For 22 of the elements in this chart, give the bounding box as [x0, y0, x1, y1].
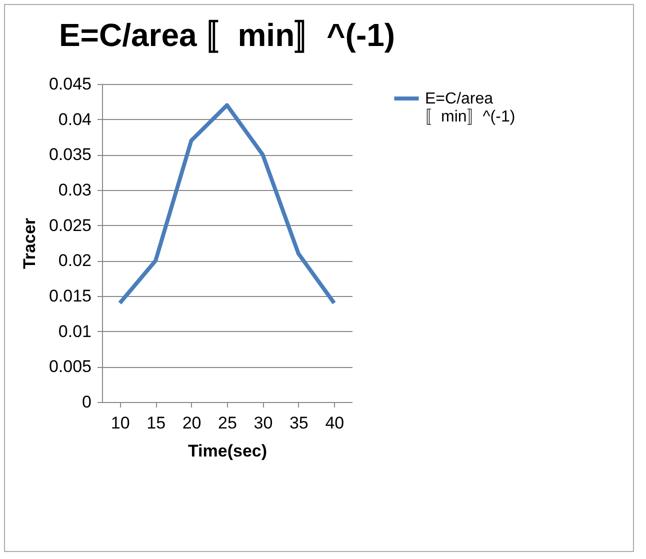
- x-tick-label: 25: [218, 414, 237, 432]
- chart-title: E=C/area 〚min〛^(-1): [58, 17, 396, 53]
- y-tick-label: 0.025: [48, 216, 92, 235]
- y-tick-label: 0.04: [58, 110, 92, 129]
- y-tick-label: 0.035: [48, 145, 92, 164]
- y-tick-label: 0.015: [48, 286, 92, 306]
- x-tick-label: 15: [146, 414, 166, 432]
- y-tick-label: 0.01: [58, 322, 92, 341]
- x-tick-label: 40: [325, 414, 344, 432]
- x-tick-label: 35: [289, 414, 308, 432]
- y-tick-label: 0.03: [58, 180, 92, 200]
- x-tick-label: 10: [110, 414, 130, 432]
- y-tick-label: 0.005: [48, 357, 92, 376]
- y-tick-label: 0: [82, 392, 92, 412]
- x-tick-label: 30: [254, 414, 273, 432]
- y-axis-title: Tracer: [20, 218, 39, 270]
- legend-label: E=C/area 〚min〛^(-1): [425, 90, 516, 126]
- line-series: [118, 103, 336, 306]
- y-tick-label: 0.045: [48, 74, 92, 94]
- y-tick-label: 0.02: [58, 251, 92, 270]
- x-axis-title: Time(sec): [188, 442, 268, 460]
- x-tick-label: 20: [182, 414, 202, 432]
